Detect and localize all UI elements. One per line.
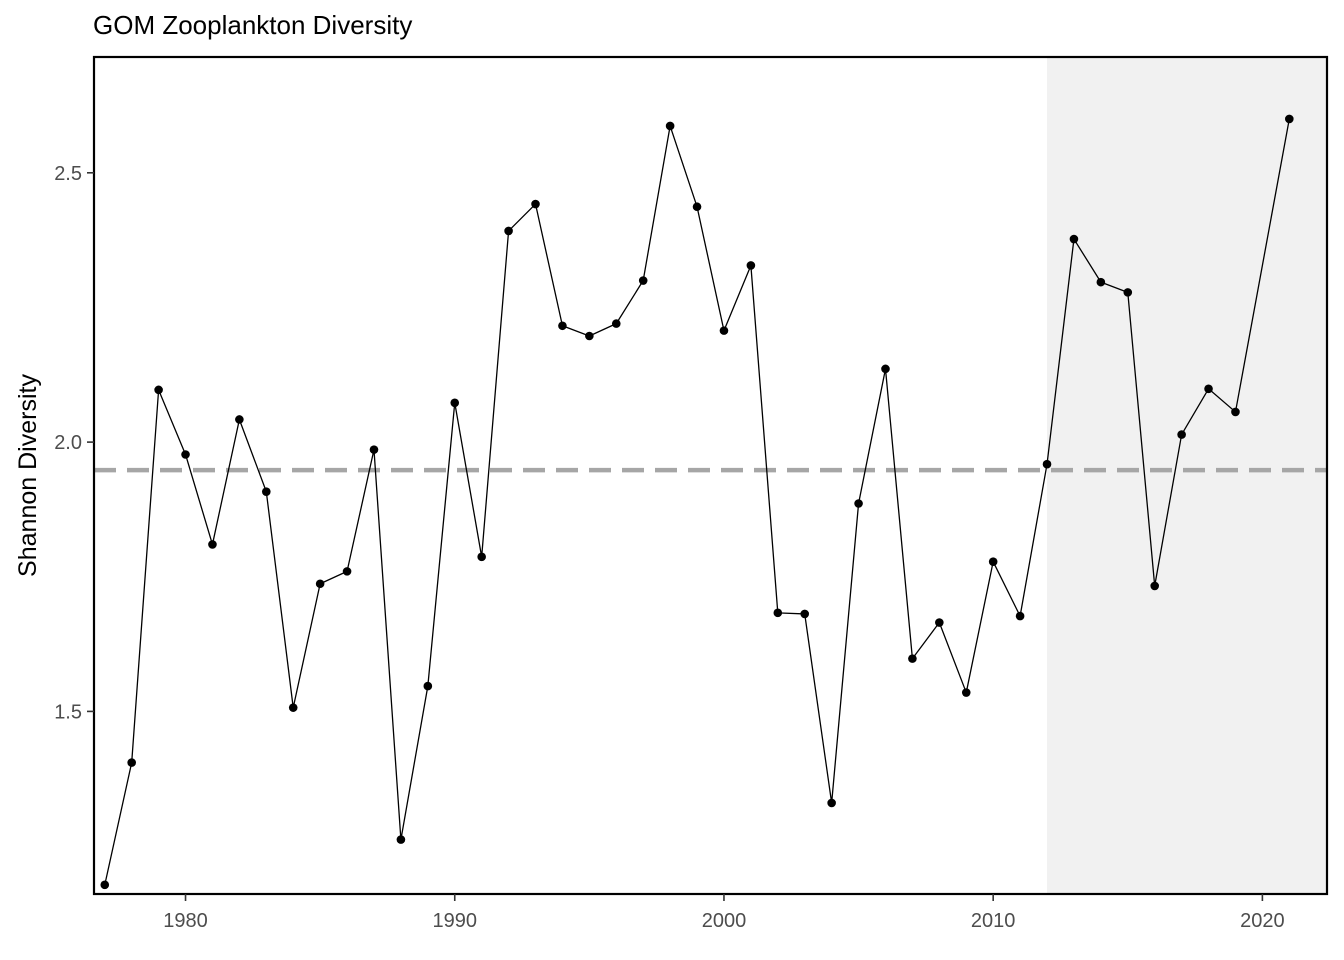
data-point	[1231, 407, 1240, 417]
data-point	[369, 445, 379, 454]
y-tick-label: 2.5	[54, 163, 82, 185]
chart-title: GOM Zooplankton Diversity	[93, 10, 413, 40]
data-point	[1177, 430, 1186, 439]
data-point	[881, 364, 890, 374]
series-line	[104, 118, 1290, 885]
y-tick-label: 2.0	[54, 432, 82, 454]
data-point	[1096, 277, 1106, 287]
data-point	[692, 202, 702, 212]
data-point	[1285, 114, 1294, 124]
data-point	[504, 226, 513, 236]
data-point	[611, 319, 621, 328]
data-point	[315, 579, 325, 589]
data-point	[935, 618, 944, 627]
shaded-region	[1047, 57, 1327, 894]
x-tick-label: 1980	[163, 910, 208, 932]
data-point	[477, 552, 486, 562]
data-point	[665, 121, 675, 131]
data-point	[127, 758, 136, 767]
data-point	[288, 703, 298, 712]
data-point	[261, 487, 271, 496]
data-point	[961, 688, 971, 697]
data-point	[208, 540, 217, 549]
data-point	[585, 331, 594, 341]
data-point	[638, 276, 648, 285]
data-point	[531, 199, 540, 209]
x-tick-label: 2010	[971, 910, 1016, 932]
data-point	[719, 326, 729, 335]
y-axis-label: Shannon Diversity	[14, 374, 42, 577]
data-point	[746, 261, 756, 270]
data-point	[773, 608, 783, 618]
data-point	[342, 567, 352, 576]
data-point	[235, 415, 244, 424]
data-point	[181, 450, 190, 459]
data-point	[450, 398, 460, 408]
data-point	[558, 321, 567, 331]
data-point	[1015, 611, 1025, 621]
x-tick-label: 2000	[702, 910, 747, 932]
data-point	[1204, 384, 1213, 394]
data-point	[396, 835, 406, 844]
data-point	[423, 681, 433, 691]
y-tick-label: 1.5	[54, 701, 82, 723]
data-point	[1042, 459, 1052, 469]
data-point	[1123, 288, 1133, 297]
x-tick-label: 2020	[1240, 910, 1285, 932]
data-point	[800, 609, 810, 619]
data-point	[827, 798, 836, 808]
data-point	[100, 880, 110, 890]
data-point	[988, 557, 998, 566]
data-point	[854, 499, 863, 508]
data-point	[908, 654, 917, 663]
data-point	[154, 385, 163, 395]
panel-border	[92, 55, 1329, 896]
data-point	[1150, 581, 1160, 591]
data-point	[1069, 234, 1079, 244]
x-tick-label: 1990	[432, 910, 477, 932]
